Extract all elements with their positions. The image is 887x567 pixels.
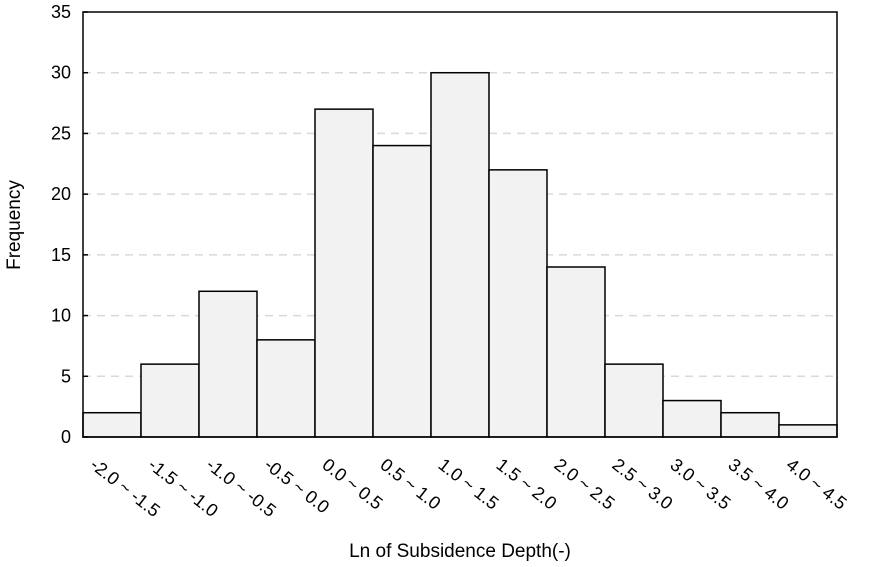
bar	[662, 399, 722, 438]
x-tick-label: 0.5 ~ 1.0	[377, 454, 445, 513]
x-tick-label: 4.0 ~ 4.5	[783, 454, 851, 513]
x-tick-label: 2.0 ~ 2.5	[551, 454, 619, 513]
bar	[140, 363, 200, 438]
x-tick-label: 3.5 ~ 4.0	[725, 454, 793, 513]
bar	[720, 411, 780, 438]
x-tick-label: 1.5 ~ 2.0	[493, 454, 561, 513]
bar	[82, 411, 142, 438]
y-tick-label: 10	[51, 306, 71, 326]
bar	[314, 108, 374, 438]
y-tick-label: 5	[61, 366, 71, 386]
bars	[82, 71, 838, 438]
y-tick-label: 0	[61, 427, 71, 447]
y-axis-title: Frequency	[4, 180, 25, 270]
y-tick-label: 20	[51, 184, 71, 204]
plot-frame	[82, 11, 838, 438]
y-tick-label: 15	[51, 245, 71, 265]
bar	[430, 71, 490, 438]
x-tick-label: 2.5 ~ 3.0	[609, 454, 677, 513]
x-tick-label: 3.0 ~ 3.5	[667, 454, 735, 513]
bar	[488, 169, 548, 438]
bar	[256, 339, 316, 438]
x-axis-ticks: -2.0 ~ -1.5-1.5 ~ -1.0-1.0 ~ -0.5-0.5 ~ …	[87, 454, 851, 521]
bar	[372, 144, 432, 438]
bar	[778, 424, 838, 438]
y-tick-label: 25	[51, 123, 71, 143]
y-axis-ticks: 0 5 10 15 20 25 30 35	[51, 2, 88, 447]
bar	[604, 363, 664, 438]
bar	[546, 266, 606, 438]
y-tick-label: 35	[51, 2, 71, 22]
y-tick-label: 30	[51, 63, 71, 83]
bar	[198, 290, 258, 438]
x-tick-label: 1.0 ~ 1.5	[435, 454, 503, 513]
x-axis-title: Ln of Subsidence Depth(-)	[349, 541, 571, 562]
